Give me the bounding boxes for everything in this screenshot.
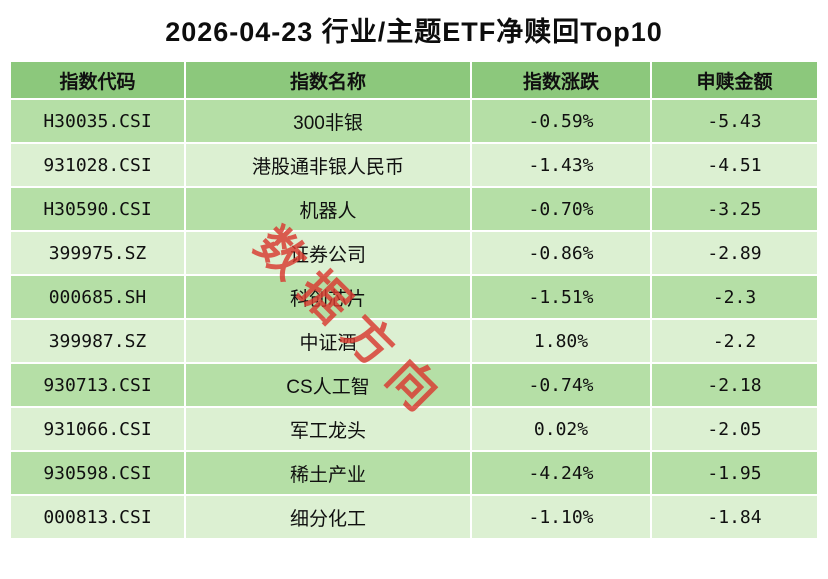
cell-index-name: 科创芯片 bbox=[184, 274, 472, 320]
cell-index-code: 930598.CSI bbox=[9, 450, 186, 496]
cell-index-change: 0.02% bbox=[470, 406, 652, 452]
cell-index-change: -4.24% bbox=[470, 450, 652, 496]
cell-redemption-amount: -1.84 bbox=[650, 494, 819, 540]
page-title: 2026-04-23 行业/主题ETF净赎回Top10 bbox=[165, 17, 663, 47]
cell-redemption-amount: -2.89 bbox=[650, 230, 819, 276]
column-header: 指数涨跌 bbox=[470, 60, 652, 100]
table-row: H30590.CSI 机器人 -0.70% -3.25 bbox=[9, 186, 819, 232]
table-row: 399987.SZ 中证酒 1.80% -2.2 bbox=[9, 318, 819, 364]
cell-index-name: 港股通非银人民币 bbox=[184, 142, 472, 188]
cell-index-change: -1.51% bbox=[470, 274, 652, 320]
table-row: 000813.CSI 细分化工 -1.10% -1.84 bbox=[9, 494, 819, 540]
cell-index-code: 399987.SZ bbox=[9, 318, 186, 364]
cell-redemption-amount: -3.25 bbox=[650, 186, 819, 232]
etf-table: 指数代码 指数名称 指数涨跌 申赎金额 H30035.CSI 300非银 -0.59% -5… bbox=[9, 60, 819, 540]
cell-index-code: H30035.CSI bbox=[9, 98, 186, 144]
cell-index-code: 931028.CSI bbox=[9, 142, 186, 188]
column-header: 指数名称 bbox=[184, 60, 472, 100]
table-header-row: 指数代码 指数名称 指数涨跌 申赎金额 bbox=[9, 60, 819, 100]
cell-index-name: 细分化工 bbox=[184, 494, 472, 540]
cell-redemption-amount: -5.43 bbox=[650, 98, 819, 144]
cell-index-code: 000685.SH bbox=[9, 274, 186, 320]
cell-index-change: -1.10% bbox=[470, 494, 652, 540]
cell-index-change: -0.59% bbox=[470, 98, 652, 144]
cell-index-change: -1.43% bbox=[470, 142, 652, 188]
cell-index-name: 机器人 bbox=[184, 186, 472, 232]
column-header: 申赎金额 bbox=[650, 60, 819, 100]
cell-index-code: 930713.CSI bbox=[9, 362, 186, 408]
table-row: 931066.CSI 军工龙头 0.02% -2.05 bbox=[9, 406, 819, 452]
cell-index-name: 稀土产业 bbox=[184, 450, 472, 496]
table-head: 指数代码 指数名称 指数涨跌 申赎金额 bbox=[9, 60, 819, 100]
cell-index-name: CS人工智 bbox=[184, 362, 472, 408]
table-row: 931028.CSI 港股通非银人民币 -1.43% -4.51 bbox=[9, 142, 819, 188]
table-body: H30035.CSI 300非银 -0.59% -5.43 931028.CSI 港股通非… bbox=[9, 98, 819, 540]
cell-redemption-amount: -2.3 bbox=[650, 274, 819, 320]
cell-redemption-amount: -2.05 bbox=[650, 406, 819, 452]
cell-index-code: 000813.CSI bbox=[9, 494, 186, 540]
cell-index-name: 中证酒 bbox=[184, 318, 472, 364]
table-row: 930713.CSI CS人工智 -0.74% -2.18 bbox=[9, 362, 819, 408]
cell-index-code: 931066.CSI bbox=[9, 406, 186, 452]
cell-index-change: 1.80% bbox=[470, 318, 652, 364]
column-header: 指数代码 bbox=[9, 60, 186, 100]
cell-index-change: -0.86% bbox=[470, 230, 652, 276]
cell-redemption-amount: -2.2 bbox=[650, 318, 819, 364]
cell-index-name: 证券公司 bbox=[184, 230, 472, 276]
table-row: H30035.CSI 300非银 -0.59% -5.43 bbox=[9, 98, 819, 144]
cell-index-name: 300非银 bbox=[184, 98, 472, 144]
cell-redemption-amount: -2.18 bbox=[650, 362, 819, 408]
table-row: 399975.SZ 证券公司 -0.86% -2.89 bbox=[9, 230, 819, 276]
cell-redemption-amount: -1.95 bbox=[650, 450, 819, 496]
cell-index-change: -0.70% bbox=[470, 186, 652, 232]
cell-redemption-amount: -4.51 bbox=[650, 142, 819, 188]
table-row: 000685.SH 科创芯片 -1.51% -2.3 bbox=[9, 274, 819, 320]
cell-index-name: 军工龙头 bbox=[184, 406, 472, 452]
cell-index-code: 399975.SZ bbox=[9, 230, 186, 276]
cell-index-code: H30590.CSI bbox=[9, 186, 186, 232]
cell-index-change: -0.74% bbox=[470, 362, 652, 408]
table-row: 930598.CSI 稀土产业 -4.24% -1.95 bbox=[9, 450, 819, 496]
